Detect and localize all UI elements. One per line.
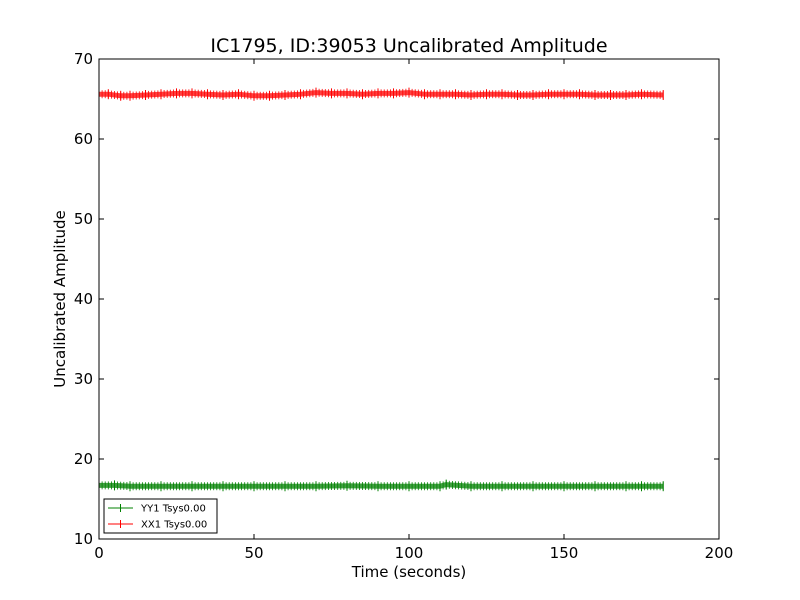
y-tick-label: 30	[74, 370, 93, 388]
y-tick-label: 10	[74, 530, 93, 548]
x-tick-label: 100	[395, 544, 424, 562]
y-tick-label: 40	[74, 290, 93, 308]
ticks-layer: 0 50 100 150 200 10 20 30 40 50 60 70	[74, 50, 733, 562]
legend-box	[103, 498, 218, 534]
y-axis-label: Uncalibrated Amplitude	[51, 210, 69, 387]
legend-label: XX1 Tsys0.00	[141, 520, 207, 531]
series-line	[99, 90, 664, 99]
y-tick-label: 20	[74, 450, 93, 468]
x-tick-label: 150	[550, 544, 579, 562]
series-layer	[98, 87, 664, 492]
x-axis-label: Time (seconds)	[351, 563, 467, 581]
chart-title: IC1795, ID:39053 Uncalibrated Amplitude	[210, 35, 607, 57]
series-1	[98, 87, 664, 101]
plot-frame	[98, 58, 720, 540]
y-tick-label: 60	[74, 130, 93, 148]
x-tick-label: 50	[244, 544, 263, 562]
legend-label: YY1 Tsys0.00	[140, 504, 206, 515]
series-0	[98, 479, 664, 492]
x-tick-label: 0	[94, 544, 104, 562]
legend: YY1 Tsys0.00 XX1 Tsys0.00	[103, 498, 218, 534]
x-tick-label: 200	[705, 544, 734, 562]
y-tick-label: 50	[74, 210, 93, 228]
y-tick-label: 70	[74, 50, 93, 68]
